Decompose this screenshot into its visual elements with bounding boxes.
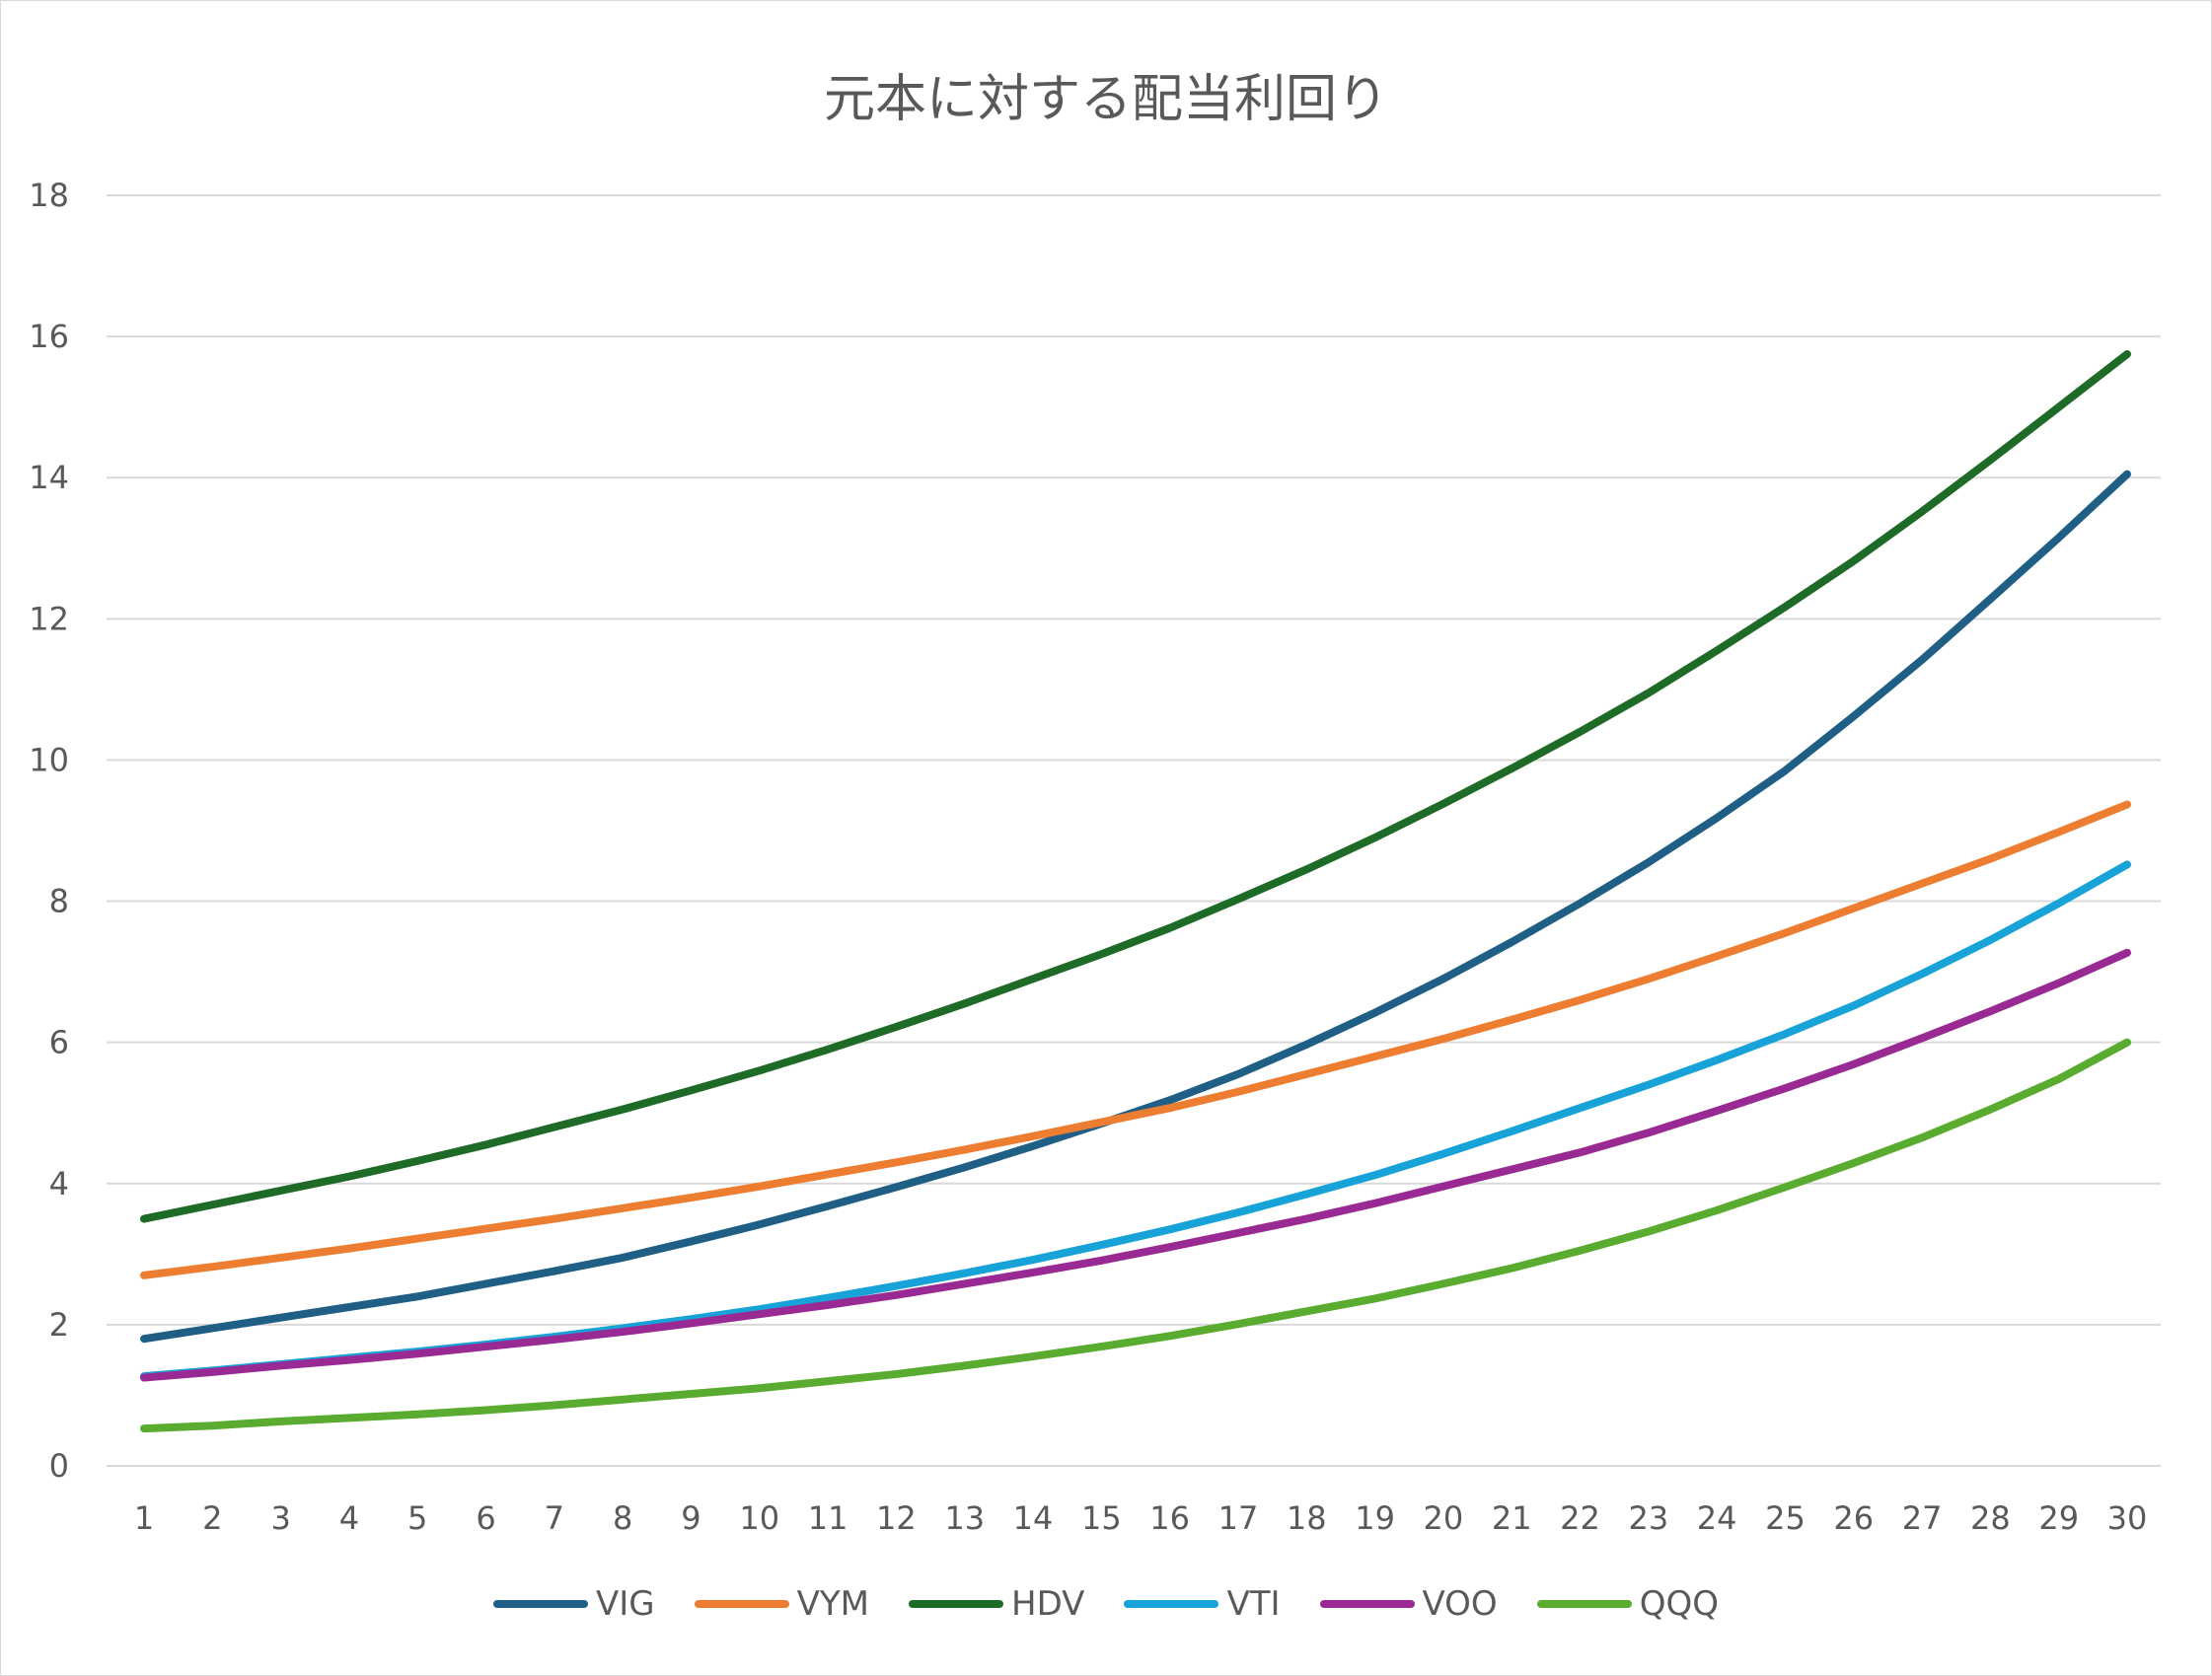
legend-swatch — [1124, 1600, 1219, 1608]
x-tick-label: 30 — [2107, 1499, 2148, 1537]
x-tick-label: 2 — [202, 1499, 222, 1537]
legend-item-voo: VOO — [1319, 1584, 1498, 1624]
x-tick-label: 26 — [1833, 1499, 1874, 1537]
x-tick-label: 5 — [407, 1499, 427, 1537]
y-tick-label: 6 — [49, 1024, 69, 1061]
legend-swatch — [694, 1600, 789, 1608]
x-tick-label: 23 — [1628, 1499, 1668, 1537]
legend-item-hdv: HDV — [909, 1584, 1084, 1624]
series-lines — [140, 350, 2131, 1433]
x-tick-label: 14 — [1013, 1499, 1054, 1537]
legend-item-vym: VYM — [694, 1584, 870, 1624]
legend-label: VIG — [596, 1584, 655, 1624]
x-tick-label: 1 — [134, 1499, 154, 1537]
y-tick-label: 0 — [49, 1447, 69, 1485]
y-tick-label: 2 — [49, 1306, 69, 1344]
x-tick-label: 29 — [2038, 1499, 2079, 1537]
series-line-vig — [140, 470, 2131, 1344]
y-axis-ticks: 0 2 4 6 8 10 12 14 16 18 — [29, 177, 69, 1485]
x-tick-label: 24 — [1697, 1499, 1737, 1537]
x-tick-label: 15 — [1081, 1499, 1122, 1537]
x-tick-label: 7 — [545, 1499, 564, 1537]
legend-swatch — [1319, 1600, 1415, 1608]
legend-swatch — [1536, 1600, 1632, 1608]
x-tick-label: 3 — [270, 1499, 290, 1537]
legend-swatch — [493, 1600, 588, 1608]
x-tick-label: 25 — [1765, 1499, 1806, 1537]
x-tick-label: 6 — [476, 1499, 495, 1537]
y-tick-label: 4 — [49, 1165, 69, 1202]
y-tick-label: 16 — [29, 318, 69, 355]
y-tick-label: 10 — [29, 741, 69, 778]
x-axis-ticks: 1 2 3 4 5 6 7 8 9 10 11 12 13 14 15 16 17 18 19 20 21 22 23 24 2… — [134, 1499, 2148, 1537]
legend-item-vig: VIG — [493, 1584, 655, 1624]
y-tick-label: 18 — [29, 177, 69, 214]
legend-label: VTI — [1226, 1584, 1281, 1624]
x-tick-label: 18 — [1287, 1499, 1327, 1537]
x-tick-label: 27 — [1902, 1499, 1943, 1537]
series-line-voo — [140, 948, 2131, 1382]
legend: VIG VYM HDV VTI VOO QQQ — [0, 1584, 2212, 1624]
series-line-hdv — [140, 350, 2131, 1223]
gridlines — [107, 194, 2161, 1467]
legend-swatch — [909, 1600, 1004, 1608]
series-line-qqq — [140, 1038, 2131, 1433]
x-tick-label: 20 — [1424, 1499, 1464, 1537]
legend-label: HDV — [1011, 1584, 1085, 1624]
x-tick-label: 13 — [944, 1499, 985, 1537]
legend-label: VOO — [1422, 1584, 1498, 1624]
x-tick-label: 11 — [808, 1499, 848, 1537]
x-tick-label: 28 — [1970, 1499, 2011, 1537]
x-tick-label: 12 — [876, 1499, 917, 1537]
x-tick-label: 16 — [1149, 1499, 1190, 1537]
x-tick-label: 17 — [1218, 1499, 1259, 1537]
y-tick-label: 12 — [29, 600, 69, 637]
x-tick-label: 22 — [1560, 1499, 1600, 1537]
y-tick-label: 14 — [29, 459, 69, 496]
x-tick-label: 9 — [681, 1499, 700, 1537]
y-tick-label: 8 — [49, 883, 69, 920]
x-tick-label: 19 — [1355, 1499, 1395, 1537]
legend-item-qqq: QQQ — [1536, 1584, 1719, 1624]
x-tick-label: 10 — [739, 1499, 779, 1537]
x-tick-label: 21 — [1492, 1499, 1532, 1537]
x-tick-label: 8 — [613, 1499, 632, 1537]
x-tick-label: 4 — [339, 1499, 359, 1537]
legend-label: VYM — [796, 1584, 870, 1624]
series-line-vym — [140, 800, 2131, 1279]
legend-label: QQQ — [1639, 1584, 1719, 1624]
chart-title: 元本に対する配当利回り — [823, 70, 1388, 129]
legend-item-vti: VTI — [1124, 1584, 1281, 1624]
